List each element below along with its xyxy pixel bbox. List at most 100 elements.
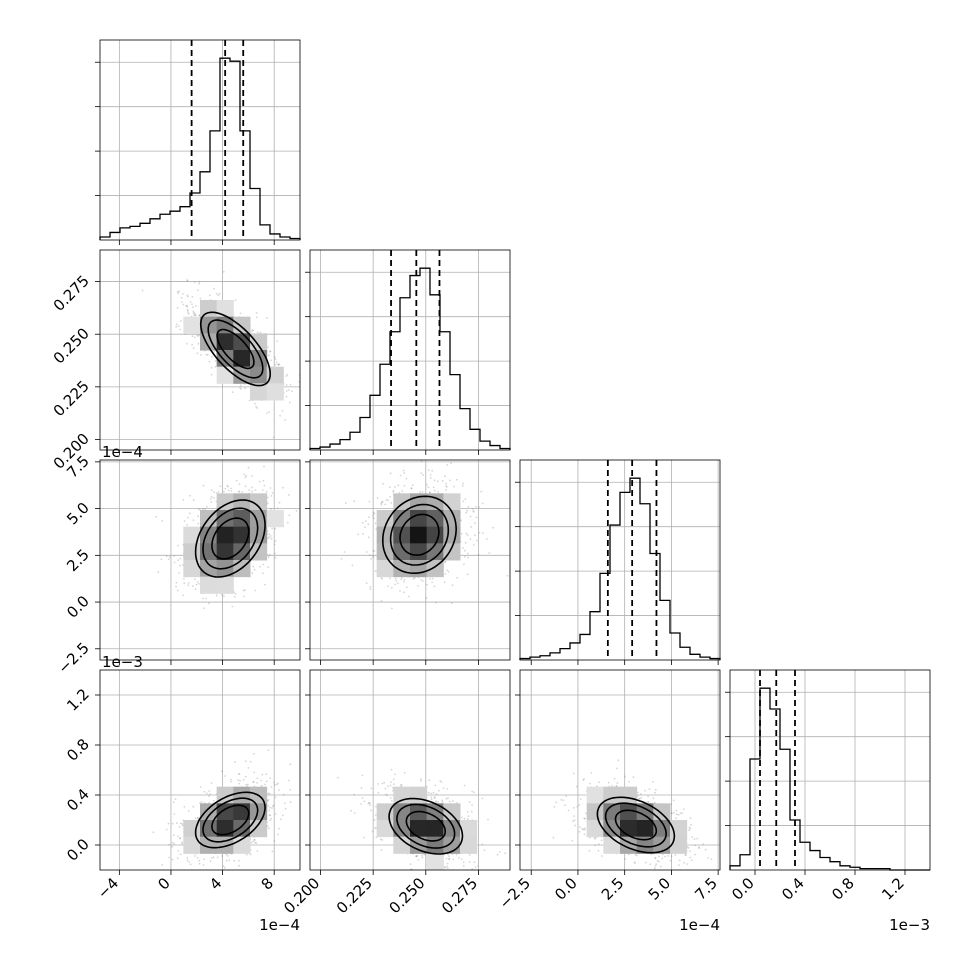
- scatter-point: [274, 552, 276, 555]
- scatter-point: [473, 791, 476, 794]
- density-cell: [200, 300, 218, 318]
- scatter-point: [471, 868, 474, 870]
- scatter-point: [380, 502, 383, 504]
- scatter-point: [585, 812, 587, 815]
- scatter-point: [390, 781, 392, 784]
- scatter-point: [247, 783, 249, 786]
- scatter-point: [226, 484, 229, 487]
- density-cell: [183, 543, 201, 561]
- scatter-point: [262, 479, 265, 482]
- scatter-point: [304, 422, 306, 424]
- scatter-point: [397, 582, 399, 584]
- scatter-point: [373, 550, 376, 552]
- scatter-point: [446, 569, 448, 572]
- scatter-point: [194, 817, 197, 820]
- pair-panel-1-3: [305, 669, 511, 875]
- scatter-point: [442, 873, 444, 875]
- scatter-point: [481, 502, 484, 505]
- scatter-point: [271, 492, 274, 494]
- scatter-point: [245, 474, 248, 477]
- hist-panel-1: [305, 249, 511, 455]
- scatter-point: [471, 790, 474, 793]
- scatter-point: [277, 833, 280, 836]
- density-cell: [216, 526, 234, 544]
- scatter-point: [215, 292, 218, 295]
- scatter-point: [453, 485, 455, 488]
- scatter-point: [372, 555, 374, 558]
- scatter-point: [211, 355, 213, 358]
- scatter-point: [421, 580, 424, 582]
- scatter-point: [254, 589, 257, 592]
- scatter-point: [282, 486, 284, 489]
- scatter-point: [171, 822, 174, 825]
- scatter-point: [179, 564, 181, 567]
- scatter-point: [441, 799, 443, 802]
- scatter-point: [253, 568, 256, 571]
- scatter-point: [278, 827, 280, 830]
- scatter-point: [250, 841, 253, 844]
- scatter-point: [584, 828, 586, 831]
- scatter-point: [441, 801, 444, 803]
- scatter-point: [192, 310, 195, 313]
- scatter-point: [384, 503, 387, 506]
- density-cell: [443, 493, 461, 511]
- scatter-point: [256, 850, 259, 852]
- scatter-point: [181, 301, 183, 303]
- scatter-point: [387, 499, 389, 502]
- scatter-point: [344, 502, 347, 505]
- scatter-point: [367, 536, 370, 539]
- scatter-point: [360, 803, 362, 805]
- scatter-point: [194, 578, 196, 581]
- scatter-point: [267, 556, 270, 559]
- scatter-point: [255, 316, 258, 319]
- contour-1-3-1: [396, 803, 456, 849]
- scatter-point: [240, 384, 242, 387]
- scatter-point: [272, 436, 275, 439]
- hist-step-2: [519, 477, 721, 660]
- scatter-point: [269, 487, 272, 489]
- scatter-point: [395, 579, 398, 582]
- scatter-point: [583, 817, 586, 820]
- density-cell: [460, 836, 478, 854]
- scatter-point: [660, 870, 662, 872]
- scatter-point: [255, 842, 258, 844]
- scatter-point: [265, 773, 268, 776]
- scatter-point: [285, 375, 288, 377]
- density-cell: [410, 510, 428, 528]
- scatter-point: [254, 489, 257, 491]
- scatter-point: [267, 798, 270, 801]
- scatter-point: [199, 297, 202, 300]
- scatter-point: [267, 749, 270, 752]
- scatter-point: [253, 771, 256, 774]
- scatter-point: [369, 588, 372, 591]
- scatter-point: [244, 387, 247, 390]
- scatter-point: [439, 780, 442, 782]
- scatter-point: [269, 350, 271, 353]
- scatter-point: [197, 335, 200, 337]
- scatter-point: [179, 837, 182, 839]
- scatter-point: [198, 280, 201, 283]
- scatter-point: [189, 863, 192, 866]
- scatter-point: [266, 317, 268, 319]
- density-cell: [410, 836, 428, 854]
- density-cell: [250, 383, 268, 401]
- scatter-point: [287, 389, 290, 391]
- scatter-point: [270, 508, 272, 510]
- scatter-point: [368, 516, 370, 518]
- scatter-point: [481, 843, 484, 846]
- scatter-point: [421, 854, 424, 857]
- hist-frame-0: [99, 39, 301, 241]
- scatter-point: [450, 462, 452, 464]
- scatter-point: [267, 804, 269, 807]
- scatter-point: [433, 585, 436, 588]
- scatter-point: [221, 855, 224, 857]
- scatter-point: [210, 489, 213, 492]
- scatter-point: [286, 521, 289, 524]
- density-cell: [410, 526, 428, 544]
- scatter-point: [372, 556, 375, 558]
- scatter-point: [432, 486, 435, 489]
- hist-frame-1: [309, 249, 511, 451]
- scatter-point: [428, 779, 431, 782]
- scatter-point: [243, 473, 245, 476]
- scatter-point: [262, 572, 264, 575]
